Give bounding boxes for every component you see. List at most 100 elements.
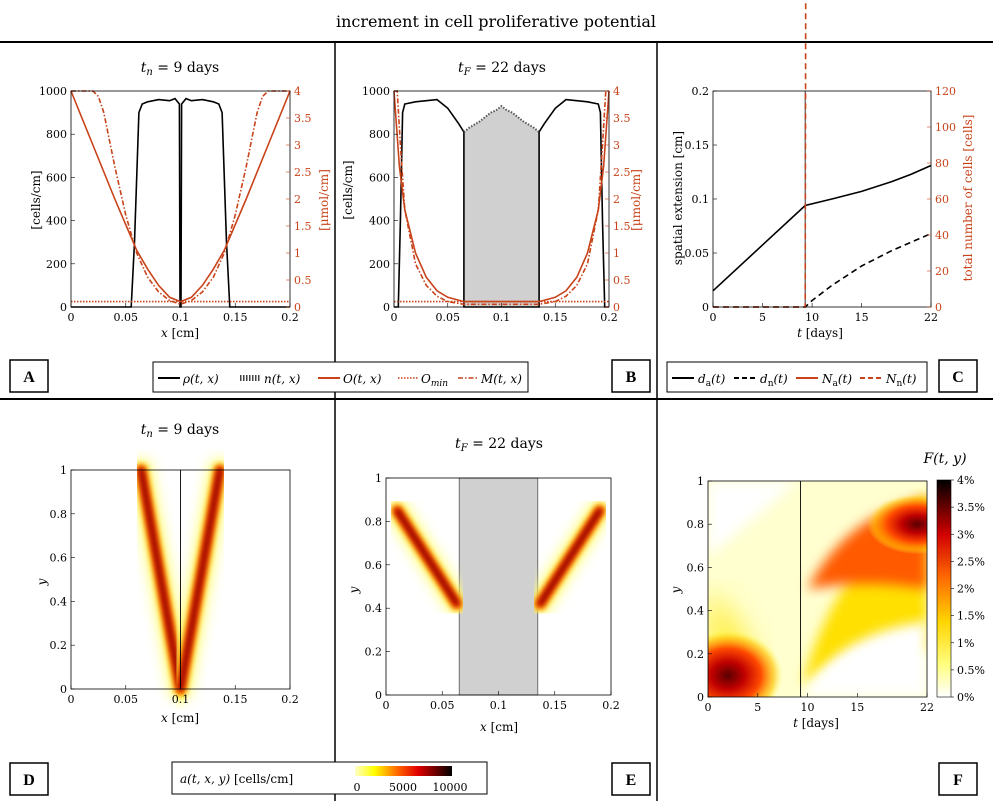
panel-c-ytick-label: 0.2 xyxy=(692,85,710,98)
panel-f-colorbar-ticks: 0% 0.5% 1% 1.5% 2% 2.5% 3% 3.5% 4% xyxy=(951,474,985,704)
panel-a-letter-box xyxy=(9,359,49,393)
panel-e-letter-box xyxy=(611,762,651,796)
panel-a-xtick-label: 0.1 xyxy=(172,311,190,324)
panel-c-ylabel-left: spatial extension [cm] xyxy=(671,131,685,265)
panel-f-cbar-label: 2.5% xyxy=(957,555,985,568)
panel-d-ytick-label: 0.4 xyxy=(50,595,68,608)
panel-f-letter: F xyxy=(953,772,963,789)
panel-b-xtick-label: 0.2 xyxy=(600,311,618,324)
panel-b: tF = 22 days 0 0.05 0.1 0.15 0.2020040060080… xyxy=(341,60,651,393)
panel-a-ytick-right-label: 2 xyxy=(294,193,301,206)
panel-b-xtick-label: 0.1 xyxy=(493,311,511,324)
panel-c-ylabel-right: total number of cells [cells] xyxy=(961,115,975,282)
panel-f-ytick-label: 0.8 xyxy=(687,518,705,531)
panel-a-ytick-right-label: 1 xyxy=(294,247,301,260)
panel-a: tn = 9 days 0 0.05 0.1 0.15 0.20200400600800… xyxy=(9,60,331,393)
legend-bottom-colorbar xyxy=(355,766,452,776)
panel-d-xlabel: x [cm] xyxy=(161,711,199,725)
panel-c-xtick-label: 15 xyxy=(855,311,869,324)
panel-d-ylabel: y xyxy=(35,578,49,586)
panel-c-ytick-label: 0 xyxy=(702,301,709,314)
legend-bottom: a(t, x, y) [cells/cm] 0 5000 10000 xyxy=(171,761,488,795)
panel-e-plot: 0 0.05 0.1 0.15 0.2 0 0.2 0.4 0.6 0.8 1 xyxy=(365,472,620,712)
panel-e-xtick-label: 0.1 xyxy=(490,699,508,712)
panel-c-xtick-label: 0 xyxy=(710,311,717,324)
panel-c-ytick-right-label: 20 xyxy=(935,265,949,278)
panel-a-xlabel: x [cm] xyxy=(161,326,199,340)
panel-d-branch-0-layer-4 xyxy=(139,468,182,691)
panel-b-letter-box xyxy=(611,359,651,393)
panel-e-branch-0-layer-4 xyxy=(396,509,459,606)
panel-f-peak-before xyxy=(708,630,783,697)
panel-f-peak-after xyxy=(867,494,927,555)
header-title: increment in cell proliferative potentia… xyxy=(336,12,656,31)
figure-frame xyxy=(0,41,993,801)
panel-f-ytick-label: 0.4 xyxy=(687,605,705,618)
panel-b-ytick-right-label: 4 xyxy=(613,85,620,98)
panel-d-xtick-label: 0 xyxy=(68,693,75,706)
legend-top: ρ(t, x) n(t, x) O(t, x) Omin M(t, x) xyxy=(152,361,529,393)
panel-f-axes-box xyxy=(707,480,928,698)
panel-d-plot: 0 0.05 0.1 0.15 0.2 0 0.2 0.4 0.6 0.8 1 xyxy=(50,458,299,706)
panel-b-xtick-label: 0.15 xyxy=(543,311,568,324)
panel-e-ytick-label: 0 xyxy=(375,689,382,702)
panel-f-cbar-label: 1% xyxy=(957,637,974,650)
panel-f-white-lower xyxy=(802,621,927,697)
panel-f-title: F(t, y) xyxy=(922,451,966,467)
panel-b-ylabel-right: [μmol/cm] xyxy=(629,169,643,231)
panel-e-ylabel: y xyxy=(347,586,361,594)
panel-d-letter: D xyxy=(23,772,35,789)
panel-f-xtick-label: 15 xyxy=(850,701,864,714)
panel-d: tn = 9 days 0 0.05 0.1 0.15 0.2 0 0.2 0.4 0.6 0.8… xyxy=(9,422,299,796)
panel-b-ytick-label: 200 xyxy=(369,258,390,271)
panel-f-ytick-label: 0.2 xyxy=(687,648,705,661)
panel-b-title: tF = 22 days xyxy=(458,60,546,78)
panel-a-ytick-label: 200 xyxy=(46,258,67,271)
panel-d-xtick-label: 0.2 xyxy=(281,693,299,706)
panel-c-xtick-label: 22 xyxy=(924,311,938,324)
panel-d-xtick-label: 0.15 xyxy=(223,693,248,706)
panel-a-series-M xyxy=(71,90,290,306)
panel-c-ytick-right-label: 60 xyxy=(935,193,949,206)
panel-c-ytick-right-label: 100 xyxy=(935,121,956,134)
panel-b-ytick-label: 400 xyxy=(369,215,390,228)
panel-a-ytick-label: 600 xyxy=(46,171,67,184)
panel-a-xtick-label: 0 xyxy=(68,311,75,324)
panel-f-xtick-label: 22 xyxy=(920,701,934,714)
panel-b-series-n xyxy=(463,104,540,133)
panel-b-ytick-right-label: 1 xyxy=(613,247,620,260)
panel-b-ytick-label: 0 xyxy=(383,301,390,314)
panel-f-xtick-label: 0 xyxy=(705,701,712,714)
panel-a-ytick-label: 1000 xyxy=(39,85,67,98)
panel-d-xtick-label: 0.1 xyxy=(172,693,190,706)
panel-b-series-O xyxy=(393,90,610,303)
panel-a-ytick-label: 0 xyxy=(60,301,67,314)
panel-f-heatmap xyxy=(708,481,927,697)
panel-e-xtick-label: 0.15 xyxy=(543,699,568,712)
panel-b-ytick-label: 800 xyxy=(369,128,390,141)
panel-f-cbar-label: 2% xyxy=(957,583,974,596)
panel-c-letter-box xyxy=(938,359,978,393)
panel-b-ytick-right-label: 0 xyxy=(613,301,620,314)
panel-e-xtick-label: 0.2 xyxy=(602,699,620,712)
panel-c-ytick-right-label: 80 xyxy=(935,157,949,170)
panel-d-ytick-label: 0.6 xyxy=(50,552,68,565)
legend-m: M(t, x) xyxy=(480,372,522,386)
panel-f-colorbar xyxy=(936,479,952,698)
panel-f-cbar-label: 3% xyxy=(957,528,974,541)
panel-c-axes-box xyxy=(712,90,932,308)
panel-f-ytick-label: 0.6 xyxy=(687,561,705,574)
legend-da: da(t) xyxy=(698,372,726,389)
panel-a-ytick-right-label: 1.5 xyxy=(294,220,312,233)
panel-a-ytick-right-label: 0.5 xyxy=(294,274,312,287)
panel-f-cbar-label: 1.5% xyxy=(957,610,985,623)
panel-b-ytick-right-label: 3.5 xyxy=(613,112,631,125)
panel-c-ytick-label: 0.1 xyxy=(692,193,710,206)
panel-b-xtick-label: 0.05 xyxy=(436,311,461,324)
legend-bottom-tick-0: 0 xyxy=(354,781,361,794)
panel-b-ytick-right-label: 1.5 xyxy=(613,220,631,233)
legend-n: n(t, x) xyxy=(264,372,301,386)
panel-f-ytick-label: 1 xyxy=(697,475,704,488)
